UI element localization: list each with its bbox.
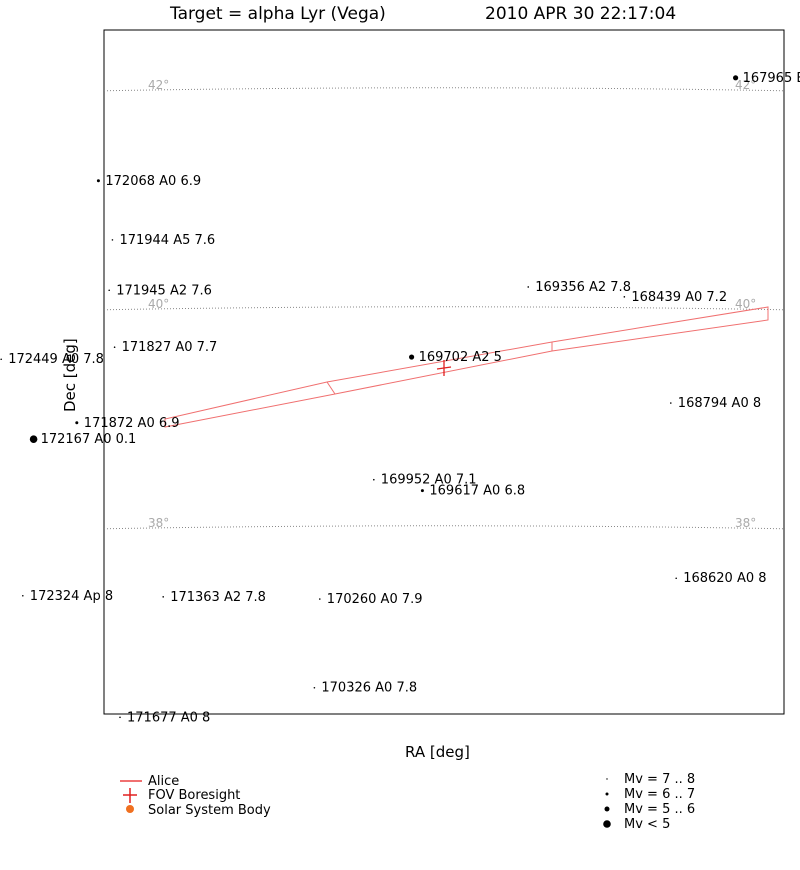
dec-grid-line xyxy=(104,87,784,92)
star-marker xyxy=(75,421,79,425)
legend-alice: Alice xyxy=(148,774,179,789)
plot-frame xyxy=(103,29,785,715)
star-label: 172167 A0 0.1 xyxy=(41,432,137,447)
star-marker xyxy=(111,239,114,241)
legend-mag-6-7: Mv = 6 .. 7 xyxy=(624,787,695,802)
star-marker xyxy=(733,75,739,81)
dec-grid-label-right: 42° xyxy=(735,78,756,92)
dec-grid-label-left: 38° xyxy=(148,516,169,530)
star-marker xyxy=(22,594,24,597)
star-marker xyxy=(108,289,110,292)
star-marker xyxy=(113,346,116,348)
boresight-legend-cross-icon xyxy=(123,788,137,803)
mag-7-8-legend-dot-icon xyxy=(606,778,608,780)
y-axis-label: Dec [deg] xyxy=(61,338,79,412)
star-marker xyxy=(29,435,38,443)
dec-grid-label-left: 42° xyxy=(148,78,169,92)
star-label: 170326 A0 7.8 xyxy=(321,681,417,696)
star-marker xyxy=(119,716,121,719)
star-marker xyxy=(420,489,424,493)
mag-lt-5-legend-dot-icon xyxy=(603,820,611,828)
mag-6-7-legend-dot-icon xyxy=(605,792,609,796)
legend-mag-7-8: Mv = 7 .. 8 xyxy=(624,772,695,787)
star-marker xyxy=(373,478,375,481)
star-label: 172449 A0 7.8 xyxy=(8,352,104,367)
legend-mag-5-6: Mv = 5 .. 6 xyxy=(624,802,695,817)
x-axis-label: RA [deg] xyxy=(405,743,470,761)
star-label: 168439 A0 7.2 xyxy=(631,290,727,305)
star-marker xyxy=(527,286,530,288)
mag-5-6-legend-dot-icon xyxy=(604,806,610,812)
star-label: 169702 A2 5 xyxy=(419,350,502,365)
star-marker xyxy=(409,354,415,360)
star-marker xyxy=(0,358,3,361)
star-label: 168620 A0 8 xyxy=(683,571,766,586)
chart-timestamp: 2010 APR 30 22:17:04 xyxy=(485,4,676,24)
solar-body-legend-dot-icon xyxy=(126,805,134,813)
legend: Alice FOV Boresight Solar System Body Mv… xyxy=(120,772,695,832)
dec-grid-line xyxy=(104,306,784,311)
star-label: 169952 A0 7.1 xyxy=(381,473,477,488)
star-markers: 167965 B5 5.3 172068 A0 6.9 171944 A5 7.6 1… xyxy=(0,71,800,725)
star-marker xyxy=(313,686,316,689)
star-marker xyxy=(670,402,672,404)
fov-boresight-icon xyxy=(436,360,452,376)
legend-fov-boresight: FOV Boresight xyxy=(148,788,240,803)
star-label: 172068 A0 6.9 xyxy=(105,174,201,189)
dec-grid-label-left: 40° xyxy=(148,297,169,311)
alice-fov xyxy=(164,306,769,428)
dec-grid-line xyxy=(104,525,784,530)
star-label: 171872 A0 6.9 xyxy=(84,416,180,431)
dec-grid: 42° 42° 40° 40° 38° 38° xyxy=(104,78,784,530)
dec-grid-label-right: 40° xyxy=(735,297,756,311)
star-label: 170260 A0 7.9 xyxy=(327,592,423,607)
star-label: 169617 A0 6.8 xyxy=(429,484,525,499)
star-marker xyxy=(319,598,321,600)
dec-grid-label-right: 38° xyxy=(735,516,756,530)
legend-solar-system-body: Solar System Body xyxy=(148,803,271,818)
alice-slit-outline xyxy=(164,306,769,428)
star-label: 171827 A0 7.7 xyxy=(122,340,218,355)
star-label: 172324 Ap 8 xyxy=(30,589,113,604)
star-marker xyxy=(623,296,626,298)
star-marker xyxy=(162,596,164,598)
star-label: 167965 B5 5.3 xyxy=(743,71,800,86)
star-label: 171944 A5 7.6 xyxy=(119,233,215,248)
star-label: 171945 A2 7.6 xyxy=(116,283,212,298)
alice-slit-step xyxy=(326,381,336,395)
star-label: 168794 A0 8 xyxy=(678,396,761,411)
chart-title: Target = alpha Lyr (Vega) xyxy=(169,4,386,24)
legend-mag-lt-5: Mv < 5 xyxy=(624,817,670,832)
star-label: 171363 A2 7.8 xyxy=(170,590,266,605)
star-marker xyxy=(96,179,100,183)
star-label: 171677 A0 8 xyxy=(127,710,210,725)
star-label: 169356 A2 7.8 xyxy=(535,280,631,295)
star-marker xyxy=(675,577,677,580)
